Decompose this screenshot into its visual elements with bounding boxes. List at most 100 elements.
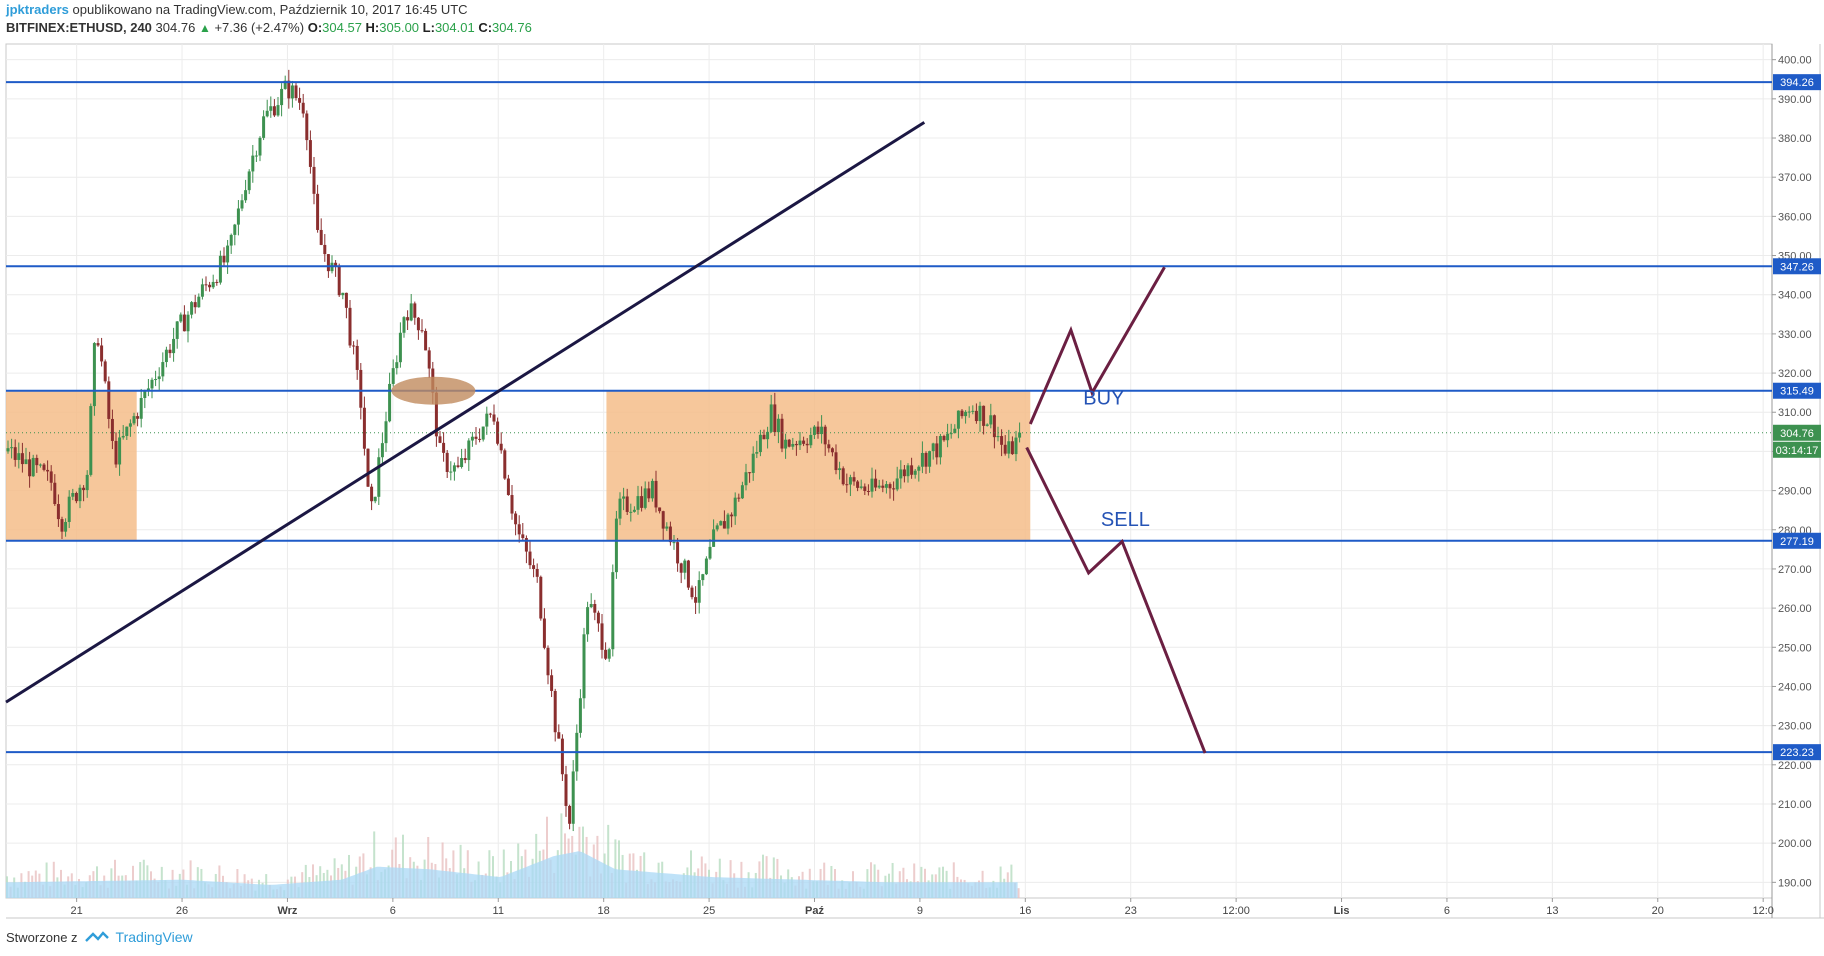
candle-body <box>805 443 809 446</box>
volume-bar <box>142 859 145 898</box>
candle-body <box>607 649 611 659</box>
volume-bar <box>1010 864 1013 898</box>
candle-body <box>161 362 165 377</box>
candle-body <box>712 529 716 547</box>
candle-body <box>467 440 471 461</box>
candle-body <box>24 459 28 465</box>
price-change: +7.36 (+2.47%) <box>214 20 305 35</box>
candle-body <box>186 314 190 332</box>
candle-body <box>881 485 885 488</box>
volume-moving-average <box>6 851 1018 898</box>
candle-body <box>258 137 262 156</box>
candle-body <box>550 675 554 691</box>
candle-body <box>226 245 230 263</box>
candle-body <box>28 459 32 477</box>
author-link[interactable]: jpktraders <box>6 2 69 17</box>
candle-body <box>906 465 910 477</box>
tradingview-link[interactable]: TradingView <box>115 929 193 945</box>
candle-body <box>740 485 744 499</box>
candle-body <box>337 266 341 296</box>
candle-body <box>794 443 798 446</box>
candle-body <box>913 470 917 475</box>
candle-body <box>46 469 50 472</box>
volume-bar <box>765 856 768 898</box>
candle-body <box>424 330 428 351</box>
volume-bar <box>333 858 336 898</box>
candle-body <box>175 321 179 339</box>
price-level-label: 394.26 <box>1780 77 1814 89</box>
y-tick-label: 310.00 <box>1778 407 1812 419</box>
candle-body <box>247 171 251 191</box>
candle-body <box>773 404 777 433</box>
volume-bar <box>488 850 491 898</box>
made-with-text: Stworzone z <box>6 929 78 945</box>
candle-body <box>287 80 291 99</box>
candle-body <box>136 416 140 419</box>
candle-body <box>719 521 723 526</box>
candle-body <box>420 330 424 332</box>
candle-body <box>643 488 647 508</box>
candle-body <box>1018 432 1022 438</box>
x-tick-label: 12:00 <box>1222 905 1250 917</box>
candle-body <box>978 405 982 422</box>
volume-bar <box>772 857 775 898</box>
candle-body <box>956 410 960 429</box>
candle-body <box>460 458 464 467</box>
y-tick-label: 270.00 <box>1778 564 1812 576</box>
candle-body <box>139 398 143 419</box>
candle-body <box>265 110 269 117</box>
y-tick-label: 260.00 <box>1778 603 1812 615</box>
volume-bar <box>776 858 779 898</box>
candle-body <box>125 426 129 436</box>
candle-body <box>506 478 510 496</box>
candle-body <box>582 634 586 699</box>
buy-projection-path <box>1028 266 1166 425</box>
candle-body <box>946 433 950 441</box>
candle-body <box>859 486 863 488</box>
candle-body <box>971 410 975 412</box>
candle-body <box>931 443 935 452</box>
candle-body <box>74 493 78 502</box>
candle-body <box>866 490 870 492</box>
candle-body <box>481 426 485 440</box>
price-level-label: 277.19 <box>1780 536 1814 548</box>
x-tick-label: 16 <box>1019 905 1031 917</box>
candle-body <box>668 526 672 543</box>
candle-body <box>769 404 773 432</box>
candle-body <box>622 496 626 499</box>
candle-body <box>895 478 899 490</box>
candle-body <box>269 106 273 111</box>
volume-bar <box>952 862 955 898</box>
candle-body <box>190 302 194 315</box>
candle-body <box>283 80 287 89</box>
candle-body <box>114 440 118 465</box>
candle-body <box>949 433 953 435</box>
countdown-tag <box>1773 441 1821 458</box>
candle-body <box>510 495 514 514</box>
sell-annotation: SELL <box>1101 509 1150 531</box>
candle-body <box>625 496 629 512</box>
candle-body <box>229 234 233 246</box>
candle-body <box>362 407 366 449</box>
candle-body <box>20 453 24 465</box>
candle-body <box>193 302 197 308</box>
high-value: 305.00 <box>379 20 420 35</box>
candle-body <box>290 85 294 99</box>
low-label: L: <box>422 20 435 35</box>
candle-body <box>953 428 957 434</box>
volume-bar <box>139 862 142 898</box>
price-level-tag <box>1773 382 1821 399</box>
candle-body <box>665 526 669 529</box>
candle-body <box>942 436 946 441</box>
symbol-name[interactable]: BITFINEX:ETHUSD, 240 <box>6 20 152 35</box>
y-tick-label: 190.00 <box>1778 877 1812 889</box>
candle-body <box>53 482 57 505</box>
candle-body <box>298 98 302 103</box>
y-tick-label: 320.00 <box>1778 368 1812 380</box>
candle-body <box>341 292 345 296</box>
candle-body <box>870 478 874 492</box>
candle-body <box>935 443 939 458</box>
candle-body <box>301 102 305 114</box>
candle-body <box>521 534 525 539</box>
